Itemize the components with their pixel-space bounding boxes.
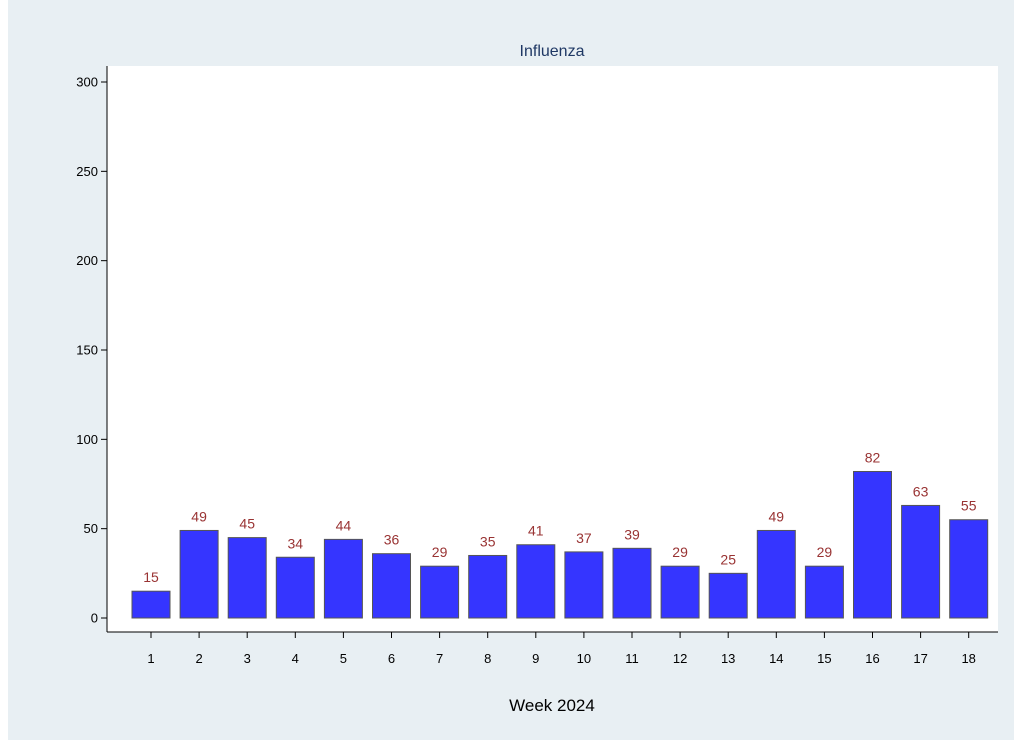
bar-value-label: 45 [239,516,255,532]
bar [372,553,411,619]
chart-panel: Influenza 0 50 100 150 200 250 300 1 2 3 4 5 6 7 8 9 10… [8,0,1014,740]
bar-value-label: 49 [191,508,207,524]
bar-value-label: 15 [143,569,159,585]
x-tick-label: 5 [340,651,347,666]
x-tick-label: 2 [195,651,202,666]
x-tick-label: 4 [292,651,299,666]
x-tick-label: 7 [436,651,443,666]
bar-value-label: 29 [817,544,833,560]
y-tick-label: 200 [76,253,98,268]
y-tick-label: 50 [84,521,98,536]
bar-value-label: 63 [913,483,929,499]
x-tick-label: 17 [913,651,927,666]
x-tick-label: 16 [865,651,879,666]
x-tick-label: 8 [484,651,491,666]
y-tick-label: 300 [76,75,98,90]
x-tick-label: 1 [147,651,154,666]
bar-value-label: 39 [624,526,640,542]
x-tick-label: 18 [961,651,975,666]
bar [804,565,844,619]
bar [227,537,267,619]
y-tick-label: 0 [91,611,98,626]
bar [275,556,315,619]
y-axis: 0 50 100 150 200 250 300 [76,66,108,632]
bar [420,565,460,619]
bar [901,504,941,619]
bar-value-label: 36 [384,532,400,548]
bar-value-label: 44 [336,517,352,533]
bar [756,529,796,619]
x-tick-label: 10 [577,651,591,666]
y-tick-label: 100 [76,432,98,447]
bar [612,547,652,619]
chart-title: Influenza [520,43,585,60]
x-tick-label: 12 [673,651,687,666]
bar [660,565,700,619]
x-tick-label: 15 [817,651,831,666]
bar [179,529,219,619]
y-tick-label: 150 [76,343,98,358]
bar [853,470,892,619]
bar [949,519,989,619]
bar [323,538,363,619]
bar-value-label: 82 [865,449,881,465]
bar-value-label: 29 [672,544,688,560]
x-tick-label: 3 [244,651,251,666]
bar-value-label: 25 [720,551,736,567]
bar-value-label: 29 [432,544,448,560]
bar [564,551,604,619]
data-labels: 15 49 45 34 44 36 29 35 41 37 39 29 25 49 29 82 63 55 [143,449,976,585]
x-tick-label: 14 [769,651,783,666]
x-tick-label: 9 [532,651,539,666]
bar [131,590,171,619]
bar-value-label: 55 [961,498,977,514]
bar-value-label: 41 [528,523,544,539]
bars [131,470,989,619]
x-axis: 1 2 3 4 5 6 7 8 9 10 11 12 13 14 15 16 17 18 [107,631,998,666]
y-tick-label: 250 [76,164,98,179]
x-tick-label: 6 [388,651,395,666]
x-axis-title: Week 2024 [509,696,595,715]
bar [708,572,748,619]
bar-value-label: 34 [288,535,304,551]
bar-value-label: 49 [769,508,785,524]
bar-value-label: 35 [480,533,496,549]
bar-value-label: 37 [576,530,592,546]
x-tick-label: 13 [721,651,735,666]
bar [468,554,508,619]
x-tick-label: 11 [625,651,639,666]
bar [516,544,556,619]
